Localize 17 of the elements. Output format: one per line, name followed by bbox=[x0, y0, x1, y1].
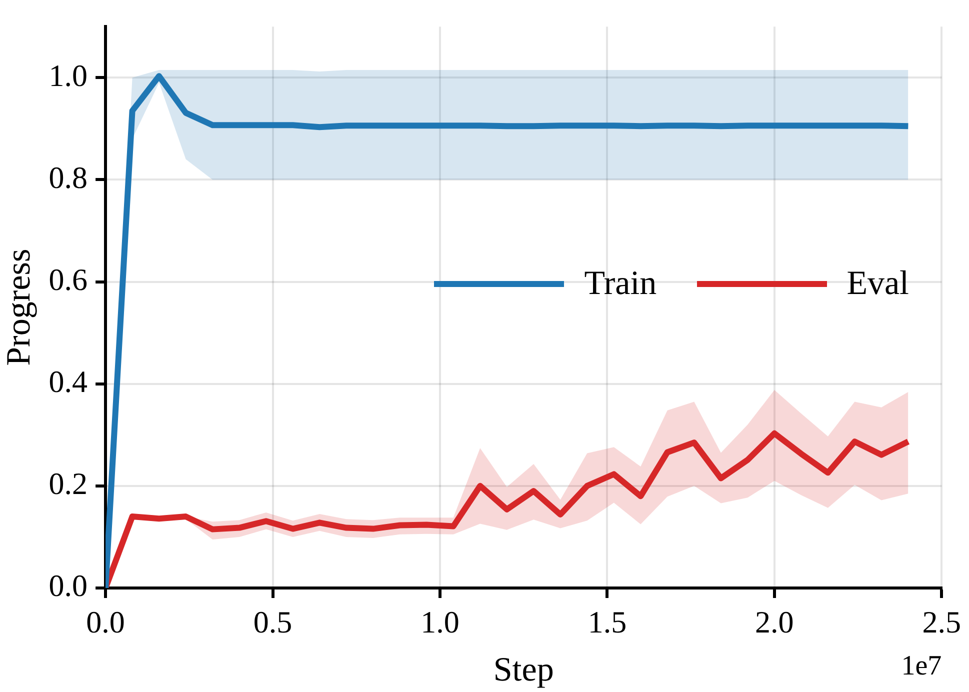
y-tick-label: 0.0 bbox=[48, 568, 88, 604]
x-tick-label: 1.5 bbox=[588, 604, 627, 640]
y-tick-label: 0.8 bbox=[48, 160, 88, 195]
legend-label: Eval bbox=[846, 265, 909, 303]
x-tick-label: 2.0 bbox=[755, 604, 794, 640]
y-tick-label: 0.6 bbox=[48, 262, 88, 297]
x-tick-label: 2.5 bbox=[922, 604, 961, 640]
x-tick-label: 0.5 bbox=[253, 604, 292, 640]
x-tick-label: 0.0 bbox=[86, 604, 125, 640]
y-tick-label: 1.0 bbox=[48, 58, 88, 93]
legend-label: Train bbox=[584, 265, 657, 303]
x-tick-label: 1.0 bbox=[420, 604, 460, 640]
x-axis-title: Step bbox=[493, 652, 554, 689]
y-tick-label: 0.4 bbox=[48, 364, 88, 399]
y-axis-title: Progress bbox=[0, 248, 38, 366]
text: 1e7 bbox=[901, 650, 942, 682]
y-tick-label: 0.2 bbox=[48, 466, 88, 502]
